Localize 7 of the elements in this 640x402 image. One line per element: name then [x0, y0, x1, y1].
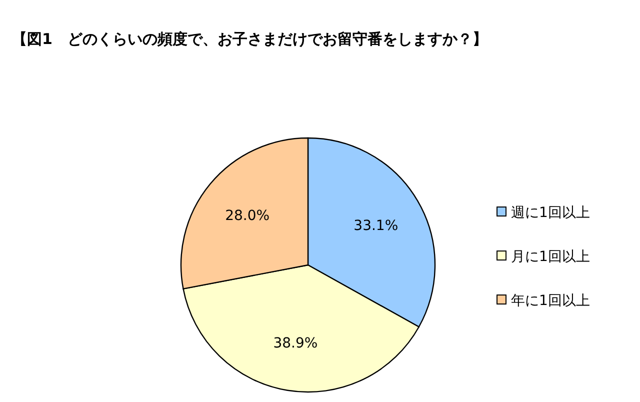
data-label: 33.1%: [354, 218, 398, 234]
legend-label: 年に1回以上: [511, 293, 590, 309]
data-label: 28.0%: [225, 208, 270, 224]
chart-title: 【図1 どのくらいの頻度で、お子さまだけでお留守番をしますか？】: [12, 30, 488, 48]
legend-label: 週に1回以上: [511, 205, 590, 221]
data-label: 38.9%: [273, 336, 318, 352]
legend-label: 月に1回以上: [511, 249, 590, 265]
